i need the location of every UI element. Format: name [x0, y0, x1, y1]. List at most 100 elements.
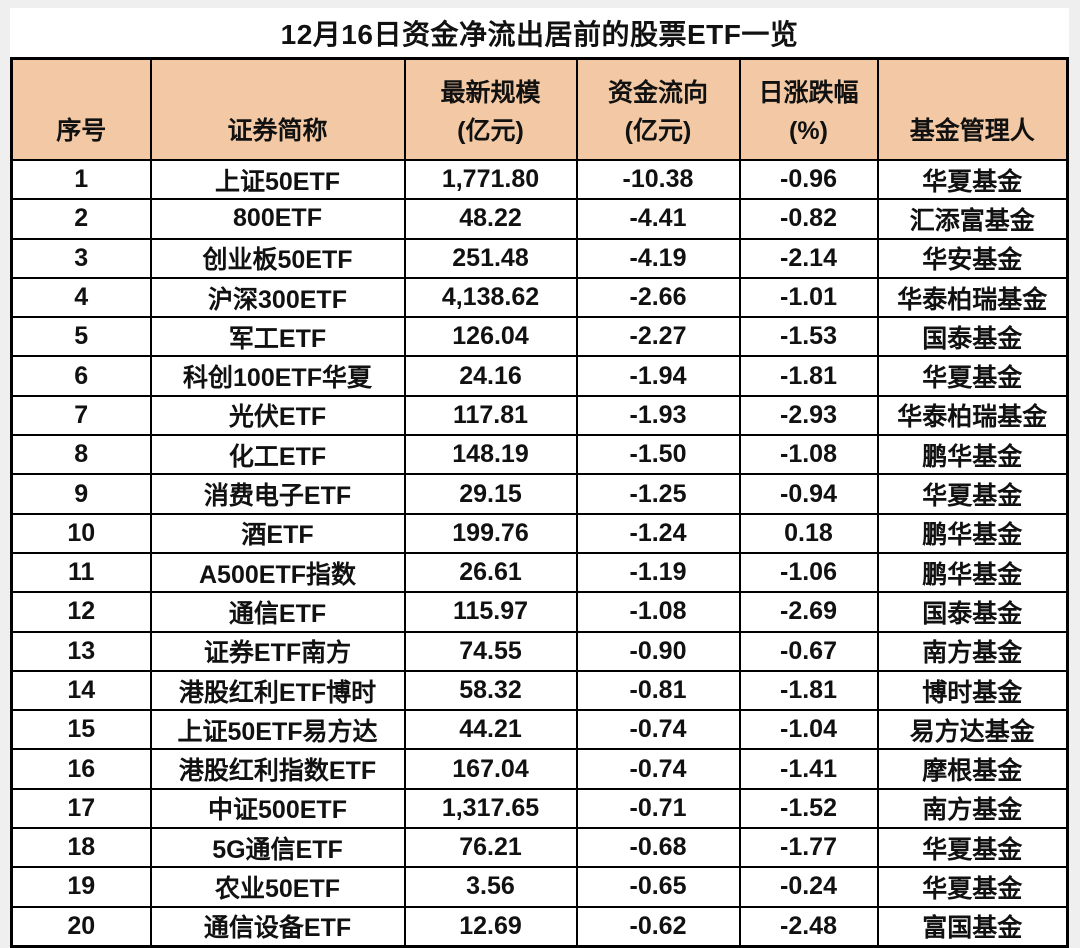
cell-daily-change: 0.18 [738, 512, 879, 554]
cell-latest-scale: 1,771.80 [403, 158, 578, 201]
cell-index: 13 [10, 630, 152, 672]
cell-index: 19 [10, 866, 152, 908]
cell-security-name: 证券ETF南方 [149, 630, 406, 672]
column-header: 基金管理人 [876, 57, 1069, 161]
cell-daily-change: -2.69 [738, 591, 879, 633]
cell-daily-change: -2.14 [738, 237, 879, 279]
cell-fund-flow: -1.93 [575, 394, 741, 437]
cell-security-name: 上证50ETF易方达 [149, 709, 406, 751]
etf-table-card: 12月16日资金净流出居前的股票ETF一览 序号 证券简称 最新规模 (亿元) 资金流向… [10, 8, 1069, 948]
cell-fund-flow: -1.24 [575, 512, 741, 554]
cell-latest-scale: 251.48 [403, 237, 578, 279]
cell-latest-scale: 58.32 [403, 669, 578, 712]
cell-latest-scale: 12.69 [403, 905, 578, 948]
table-row: 13 证券ETF南方 74.55 -0.90 -0.67 南方基金 [10, 630, 1069, 672]
cell-fund-flow: -2.27 [575, 316, 741, 358]
cell-fund-flow: -1.25 [575, 473, 741, 515]
cell-fund-manager: 国泰基金 [876, 591, 1069, 633]
cell-daily-change: -1.04 [738, 709, 879, 751]
cell-latest-scale: 167.04 [403, 748, 578, 790]
cell-security-name: 港股红利ETF博时 [149, 669, 406, 712]
cell-fund-manager: 易方达基金 [876, 709, 1069, 751]
table-row: 7 光伏ETF 117.81 -1.93 -2.93 华泰柏瑞基金 [10, 394, 1069, 437]
cell-daily-change: -0.96 [738, 158, 879, 201]
table-row: 14 港股红利ETF博时 58.32 -0.81 -1.81 博时基金 [10, 669, 1069, 712]
cell-index: 4 [10, 276, 152, 319]
cell-index: 10 [10, 512, 152, 554]
cell-fund-manager: 华夏基金 [876, 473, 1069, 515]
cell-index: 11 [10, 551, 152, 594]
cell-fund-manager: 华夏基金 [876, 827, 1069, 869]
cell-fund-flow: -1.19 [575, 551, 741, 594]
cell-latest-scale: 26.61 [403, 551, 578, 594]
cell-fund-manager: 南方基金 [876, 787, 1069, 830]
cell-security-name: 沪深300ETF [149, 276, 406, 319]
cell-fund-flow: -0.90 [575, 630, 741, 672]
cell-fund-manager: 华安基金 [876, 237, 1069, 279]
cell-fund-flow: -10.38 [575, 158, 741, 201]
cell-daily-change: -1.08 [738, 434, 879, 476]
cell-latest-scale: 126.04 [403, 316, 578, 358]
column-header: 证券简称 [149, 57, 406, 161]
cell-fund-flow: -0.71 [575, 787, 741, 830]
table-title: 12月16日资金净流出居前的股票ETF一览 [280, 19, 799, 50]
table-row: 3 创业板50ETF 251.48 -4.19 -2.14 华安基金 [10, 237, 1069, 279]
column-header: 序号 [10, 57, 152, 161]
cell-index: 17 [10, 787, 152, 830]
cell-fund-flow: -0.74 [575, 748, 741, 790]
cell-fund-manager: 鹏华基金 [876, 551, 1069, 594]
cell-security-name: 中证500ETF [149, 787, 406, 830]
table-row: 12 通信ETF 115.97 -1.08 -2.69 国泰基金 [10, 591, 1069, 633]
cell-latest-scale: 3.56 [403, 866, 578, 908]
cell-latest-scale: 29.15 [403, 473, 578, 515]
cell-index: 12 [10, 591, 152, 633]
table-row: 11 A500ETF指数 26.61 -1.19 -1.06 鹏华基金 [10, 551, 1069, 594]
cell-fund-manager: 华泰柏瑞基金 [876, 394, 1069, 437]
cell-latest-scale: 44.21 [403, 709, 578, 751]
cell-security-name: 光伏ETF [149, 394, 406, 437]
cell-daily-change: -0.82 [738, 198, 879, 240]
table-row: 1 上证50ETF 1,771.80 -10.38 -0.96 华夏基金 [10, 158, 1069, 201]
cell-security-name: 酒ETF [149, 512, 406, 554]
cell-daily-change: -1.52 [738, 787, 879, 830]
cell-fund-flow: -0.68 [575, 827, 741, 869]
cell-fund-manager: 汇添富基金 [876, 198, 1069, 240]
cell-security-name: 800ETF [149, 198, 406, 240]
cell-fund-flow: -2.66 [575, 276, 741, 319]
cell-fund-flow: -4.19 [575, 237, 741, 279]
table-row: 4 沪深300ETF 4,138.62 -2.66 -1.01 华泰柏瑞基金 [10, 276, 1069, 319]
table-row: 18 5G通信ETF 76.21 -0.68 -1.77 华夏基金 [10, 827, 1069, 869]
cell-daily-change: -1.77 [738, 827, 879, 869]
cell-daily-change: -1.53 [738, 316, 879, 358]
cell-security-name: 上证50ETF [149, 158, 406, 201]
cell-security-name: 科创100ETF华夏 [149, 355, 406, 397]
table-row: 8 化工ETF 148.19 -1.50 -1.08 鹏华基金 [10, 434, 1069, 476]
cell-latest-scale: 48.22 [403, 198, 578, 240]
cell-fund-flow: -1.08 [575, 591, 741, 633]
cell-index: 3 [10, 237, 152, 279]
cell-latest-scale: 117.81 [403, 394, 578, 437]
table-row: 9 消费电子ETF 29.15 -1.25 -0.94 华夏基金 [10, 473, 1069, 515]
cell-fund-manager: 华泰柏瑞基金 [876, 276, 1069, 319]
column-header: 资金流向 (亿元) [575, 57, 741, 161]
cell-daily-change: -2.48 [738, 905, 879, 948]
cell-security-name: 农业50ETF [149, 866, 406, 908]
cell-fund-flow: -0.74 [575, 709, 741, 751]
table-row: 2 800ETF 48.22 -4.41 -0.82 汇添富基金 [10, 198, 1069, 240]
cell-fund-flow: -1.50 [575, 434, 741, 476]
cell-daily-change: -1.81 [738, 355, 879, 397]
cell-daily-change: -0.24 [738, 866, 879, 908]
cell-index: 8 [10, 434, 152, 476]
cell-fund-flow: -0.62 [575, 905, 741, 948]
cell-security-name: 消费电子ETF [149, 473, 406, 515]
cell-fund-flow: -4.41 [575, 198, 741, 240]
etf-flow-table: 序号 证券简称 最新规模 (亿元) 资金流向 (亿元) 日涨跌幅 (%) 基金管理人 1 上证50… [10, 57, 1069, 948]
cell-fund-manager: 华夏基金 [876, 355, 1069, 397]
table-row: 16 港股红利指数ETF 167.04 -0.74 -1.41 摩根基金 [10, 748, 1069, 790]
cell-index: 9 [10, 473, 152, 515]
cell-security-name: 5G通信ETF [149, 827, 406, 869]
table-row: 17 中证500ETF 1,317.65 -0.71 -1.52 南方基金 [10, 787, 1069, 830]
cell-security-name: 港股红利指数ETF [149, 748, 406, 790]
table-body: 1 上证50ETF 1,771.80 -10.38 -0.96 华夏基金 2 800ETF 48… [10, 158, 1069, 948]
cell-index: 6 [10, 355, 152, 397]
